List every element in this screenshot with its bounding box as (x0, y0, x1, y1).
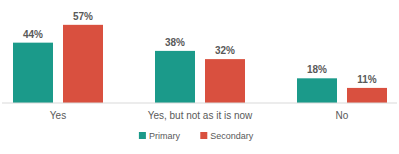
bars (13, 25, 387, 103)
legend: Primary Secondary (139, 131, 254, 141)
legend-label: Secondary (210, 131, 254, 141)
category-label: Yes (50, 110, 66, 121)
data-label: 57% (73, 11, 93, 22)
legend-swatch (200, 132, 207, 139)
data-label: 18% (307, 64, 327, 75)
category-label: Yes, but not as it is now (148, 110, 253, 121)
bar (205, 59, 245, 103)
category-label: No (336, 110, 349, 121)
bar (63, 25, 103, 103)
data-labels: 44% 57% 38% 32% 18% 11% (23, 11, 377, 85)
bar (297, 78, 337, 103)
data-label: 38% (165, 37, 185, 48)
data-label: 44% (23, 29, 43, 40)
bar (155, 51, 195, 103)
bar (347, 88, 387, 103)
legend-label: Primary (149, 131, 180, 141)
bar (13, 43, 53, 103)
data-label: 32% (215, 45, 235, 56)
chart-container: 44% 57% 38% 32% 18% 11% Yes Yes, but not as it … (0, 0, 399, 154)
data-label: 11% (357, 74, 377, 85)
chart-svg: 44% 57% 38% 32% 18% 11% Yes Yes, but not as it … (0, 0, 399, 154)
legend-swatch (139, 132, 146, 139)
x-axis-line (2, 103, 397, 104)
